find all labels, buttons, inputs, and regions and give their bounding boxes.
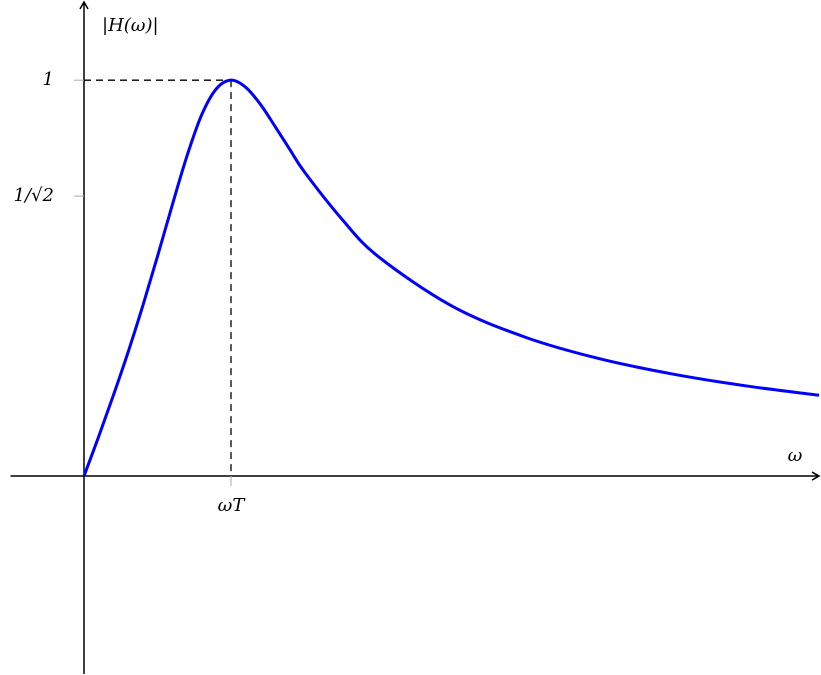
line [82,78,820,477]
y-axis-label: |H(ω)| [102,15,159,36]
x-tick-label: ωT [218,495,247,516]
y-tick-label: 1/√2 [14,185,54,206]
y-tick-label: 1 [43,69,54,90]
x-axis-label: ω [788,445,803,466]
